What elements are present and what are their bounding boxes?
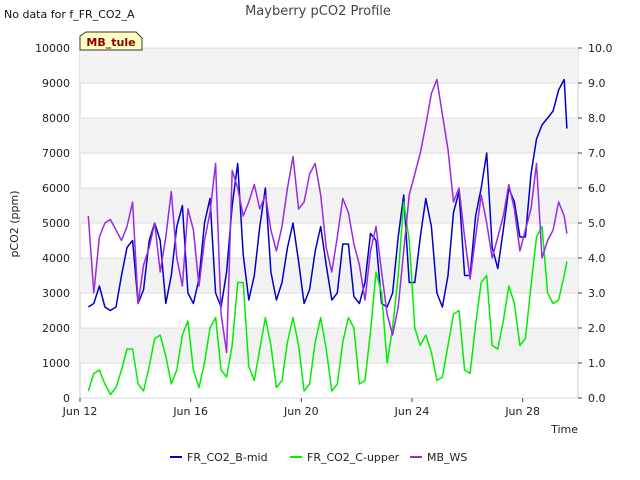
y2-tick-label: 0.0 [588, 392, 606, 405]
grid-band [80, 48, 578, 83]
series-line-1 [87, 78, 568, 312]
y-tick-label: 8000 [42, 112, 70, 125]
x-tick-label: Jun 20 [283, 405, 319, 418]
y2-tick-label: 10.0 [588, 42, 613, 55]
y-tick-label: 6000 [42, 182, 70, 195]
y-tick-label: 4000 [42, 252, 70, 265]
y2-tick-label: 9.0 [588, 77, 606, 90]
y2-tick-label: 1.0 [588, 357, 606, 370]
grid-bands [80, 48, 578, 363]
y-tick-label: 9000 [42, 77, 70, 90]
y-axis-right: 0.0 1.0 2.0 3.0 4.0 5.0 6.0 7.0 8.0 9.0 10.0 [578, 42, 613, 405]
y2-tick-label: 4.0 [588, 252, 606, 265]
series-layer [87, 78, 568, 396]
y-tick-label: 10000 [35, 42, 70, 55]
y-tick-label: 1000 [42, 357, 70, 370]
legend-label: FR_CO2_C-upper [307, 451, 400, 464]
y-tick-label: 2000 [42, 322, 70, 335]
badge-shape [79, 31, 143, 51]
y-axis-left: 0 1000 2000 3000 4000 5000 6000 7000 8000 9000 100… [35, 42, 70, 405]
x-axis: Jun 12 Jun 16 Jun 20 Jun 24 Jun 28 [62, 398, 540, 418]
y2-tick-label: 3.0 [588, 287, 606, 300]
series-line-2 [87, 201, 568, 396]
series-line-3 [87, 78, 568, 354]
y-tick-label: 7000 [42, 147, 70, 160]
y2-tick-label: 7.0 [588, 147, 606, 160]
legend: FR_CO2_B-mid FR_CO2_C-upper MB_WS [170, 451, 467, 464]
grid-band [80, 118, 578, 153]
no-data-note: No data for f_FR_CO2_A [4, 8, 135, 21]
grid-band [80, 328, 578, 363]
y-axis-label: pCO2 (ppm) [8, 190, 21, 257]
x-tick-label: Jun 28 [504, 405, 540, 418]
y2-tick-label: 6.0 [588, 182, 606, 195]
x-tick-label: Jun 24 [394, 405, 430, 418]
gridlines [80, 47, 578, 399]
grid-band [80, 258, 578, 293]
chart-title: Mayberry pCO2 Profile [245, 4, 391, 19]
x-tick-label: Jun 16 [172, 405, 208, 418]
badge-label: MB_tule [86, 36, 135, 49]
grid-band [80, 188, 578, 223]
y-tick-label: 5000 [42, 217, 70, 230]
legend-label: MB_WS [427, 451, 467, 464]
legend-label: FR_CO2_B-mid [187, 451, 268, 464]
y-tick-label: 3000 [42, 287, 70, 300]
y-tick-label: 0 [63, 392, 70, 405]
y2-tick-label: 2.0 [588, 322, 606, 335]
x-tick-label: Jun 12 [62, 405, 98, 418]
x-axis-label: Time [550, 423, 578, 436]
y2-tick-label: 8.0 [588, 112, 606, 125]
station-badge: MB_tule [79, 31, 143, 51]
y2-tick-label: 5.0 [588, 217, 606, 230]
